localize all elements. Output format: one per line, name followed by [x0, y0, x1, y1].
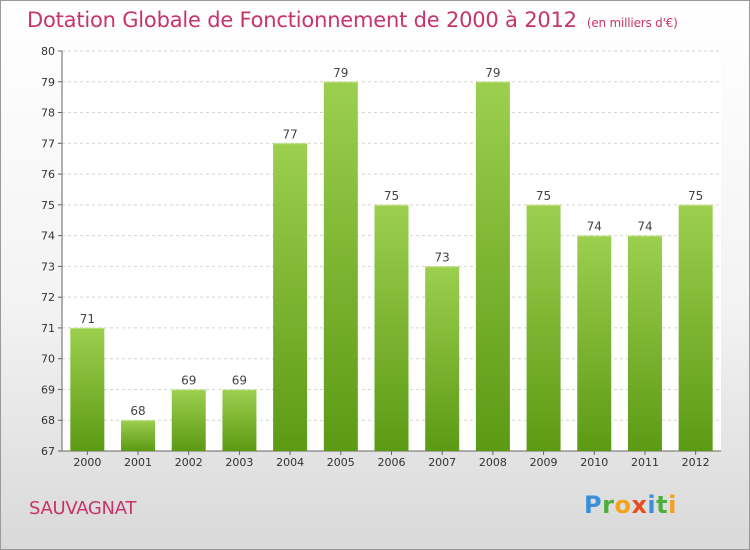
bar-2003	[222, 389, 257, 451]
value-label-2000: 71	[80, 312, 95, 326]
bar-2009	[526, 204, 561, 451]
bar-2012	[678, 204, 713, 451]
y-tick-label-77: 77	[41, 137, 55, 150]
x-tick-label-2010: 2010	[580, 456, 608, 469]
value-label-2008: 79	[485, 66, 500, 80]
y-tick-label-76: 76	[41, 168, 55, 181]
bar-2007	[425, 266, 460, 451]
x-tick-label-2007: 2007	[428, 456, 456, 469]
x-tick-label-2001: 2001	[124, 456, 152, 469]
y-tick-label-72: 72	[41, 291, 55, 304]
x-tick-label-2002: 2002	[175, 456, 203, 469]
commune-name: SAUVAGNAT	[29, 498, 137, 519]
y-tick-label-70: 70	[41, 353, 55, 366]
bar-2002	[171, 389, 206, 451]
value-label-2002: 69	[181, 373, 196, 387]
bar-2008	[475, 81, 510, 452]
x-tick-label-2000: 2000	[73, 456, 101, 469]
bar-2006	[374, 204, 409, 451]
bar-2001	[121, 420, 156, 451]
y-tick-label-68: 68	[41, 414, 55, 427]
value-label-2004: 77	[282, 127, 297, 141]
x-tick-label-2012: 2012	[682, 456, 710, 469]
bar-2011	[627, 235, 662, 451]
bar-2010	[577, 235, 612, 451]
y-tick-label-67: 67	[41, 445, 55, 458]
value-label-2007: 73	[435, 250, 450, 264]
value-label-2011: 74	[637, 220, 652, 234]
value-label-2001: 68	[130, 404, 145, 418]
x-tick-label-2008: 2008	[479, 456, 507, 469]
x-tick-label-2003: 2003	[225, 456, 253, 469]
y-tick-label-74: 74	[41, 230, 55, 243]
x-tick-label-2006: 2006	[378, 456, 406, 469]
x-tick-label-2011: 2011	[631, 456, 659, 469]
y-tick-label-69: 69	[41, 383, 55, 396]
x-tick-label-2005: 2005	[327, 456, 355, 469]
y-tick-label-79: 79	[41, 76, 55, 89]
chart-title: Dotation Globale de Fonctionnement de 20…	[27, 8, 678, 32]
bar-2004	[273, 143, 308, 452]
x-tick-label-2004: 2004	[276, 456, 304, 469]
y-tick-label-71: 71	[41, 322, 55, 335]
value-label-2010: 74	[587, 220, 602, 234]
bar-2000	[70, 327, 105, 451]
chart-unit-note: (en milliers d'€)	[586, 16, 678, 30]
bar-2005	[323, 81, 358, 452]
x-tick-label-2009: 2009	[530, 456, 558, 469]
value-label-2003: 69	[232, 373, 247, 387]
y-tick-label-75: 75	[41, 199, 55, 212]
value-label-2005: 79	[333, 66, 348, 80]
value-label-2006: 75	[384, 189, 399, 203]
value-label-2009: 75	[536, 189, 551, 203]
y-tick-label-73: 73	[41, 260, 55, 273]
chart-title-text: Dotation Globale de Fonctionnement de 20…	[27, 8, 577, 32]
value-label-2012: 75	[688, 189, 703, 203]
y-tick-label-78: 78	[41, 107, 55, 120]
y-tick-label-80: 80	[41, 45, 55, 58]
proxiti-logo: Proxiti	[584, 491, 677, 519]
